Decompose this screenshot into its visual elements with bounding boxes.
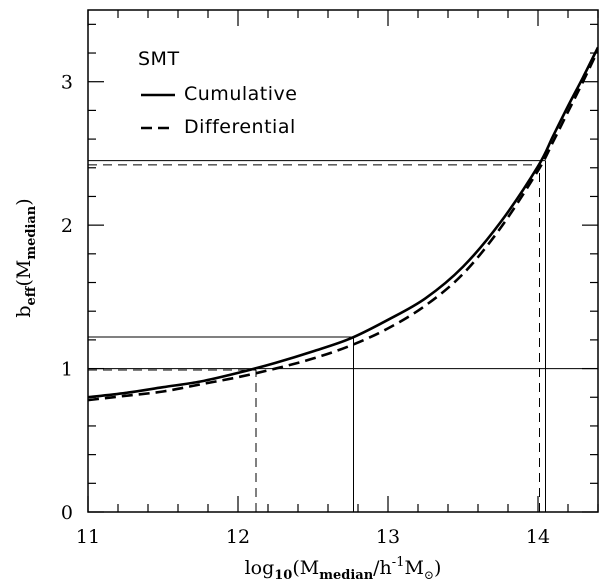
x-tick-label: 14 (526, 526, 550, 548)
x-tick-label: 11 (76, 526, 100, 548)
legend-label-differential: Differential (184, 116, 296, 138)
y-tick-label: 3 (61, 72, 73, 94)
axis-ticks (87, 10, 599, 513)
series-line-cumulative (88, 46, 598, 399)
x-axis-label: log10(Mmedian/h-1M⊙) (245, 555, 442, 582)
legend: SMT Cumulative Differential (138, 48, 297, 138)
y-axis-label: beff(Mmedian) (13, 198, 39, 317)
reference-lines (88, 160, 598, 512)
curves (88, 46, 598, 402)
y-tick-label: 1 (61, 359, 73, 381)
plot-frame (87, 9, 599, 513)
y-tick-label: 2 (61, 215, 73, 237)
x-tick-label: 13 (376, 526, 400, 548)
y-tick-label: 0 (61, 502, 73, 524)
x-tick-label: 12 (226, 526, 250, 548)
series-line-differential (88, 49, 598, 402)
legend-label-cumulative: Cumulative (184, 83, 297, 105)
legend-title: SMT (138, 48, 180, 70)
